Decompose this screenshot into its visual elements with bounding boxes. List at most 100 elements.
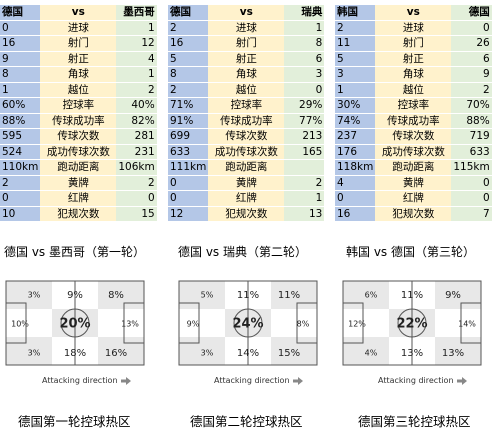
stat-cell: 165	[284, 144, 325, 160]
zone-value: 16%	[105, 348, 127, 359]
stat-row: 0 红牌 1	[168, 190, 325, 207]
pitch-heatmap: 5% 11% 11% 9% 24% 8% 3% 14% 15%	[178, 280, 318, 366]
stat-cell: 1	[335, 82, 376, 98]
zone-value: 8%	[108, 290, 124, 301]
stat-cell: 越位	[208, 82, 285, 98]
stat-cell: 0	[284, 82, 325, 98]
stat-cell: 犯规次数	[375, 206, 452, 222]
header-cell: vs	[208, 5, 285, 21]
zone-value: 12%	[348, 320, 366, 329]
stat-row: 9 射正 4	[0, 51, 157, 67]
stat-cell: 6	[284, 51, 325, 67]
stat-row: 91% 传球成功率 77%	[168, 113, 325, 129]
zone-value: 13%	[401, 348, 423, 359]
stats-table: 德国 vs 瑞典 2 进球 1 16 射门 8 5 射正 6 8 角球 3 2 越位 0 71% 控球率 29% 91% 传…	[168, 5, 325, 222]
stat-cell: 2	[168, 82, 209, 98]
left-box	[342, 302, 364, 344]
stat-cell: 30%	[335, 97, 376, 114]
stat-cell: 2	[451, 82, 492, 98]
zone-value: 24%	[232, 317, 263, 332]
header-cell: 德国	[451, 5, 492, 21]
stat-cell: 2	[116, 82, 157, 98]
arrow	[292, 376, 303, 385]
stat-row: 10 犯规次数 15	[0, 206, 157, 222]
header-row: 韩国 vs 德国	[335, 5, 492, 21]
stat-row: 16 射门 12	[0, 35, 157, 52]
stat-cell: 595	[0, 128, 41, 145]
table-caption: 韩国 vs 德国（第三轮）	[346, 245, 475, 259]
stat-cell: 犯规次数	[208, 206, 285, 222]
stat-cell: 跑动距离	[40, 159, 117, 176]
header-cell: 韩国	[335, 5, 376, 21]
header-cell: 墨西哥	[116, 5, 157, 21]
stat-cell: 4	[335, 175, 376, 191]
zone	[435, 309, 481, 337]
zone-value: 9%	[445, 290, 461, 301]
stat-cell: 2	[284, 175, 325, 191]
stat-cell: 进球	[375, 20, 452, 36]
stat-cell: 角球	[208, 66, 285, 83]
stat-cell: 传球成功率	[208, 113, 285, 129]
stat-cell: 2	[168, 20, 209, 36]
stat-cell: 犯规次数	[40, 206, 117, 222]
stats-table: 韩国 vs 德国 2 进球 0 11 射门 26 5 射正 6 3 角球 9 1 越位 2 30% 控球率 70% 74%…	[335, 5, 492, 222]
stat-cell: 越位	[40, 82, 117, 98]
stat-row: 30% 控球率 70%	[335, 97, 492, 114]
table-caption: 德国 vs 墨西哥（第一轮）	[4, 245, 145, 259]
stat-cell: 176	[335, 144, 376, 160]
stat-cell: 成功传球次数	[208, 144, 285, 160]
stat-row: 71% 控球率 29%	[168, 97, 325, 114]
stat-row: 633 成功传球次数 165	[168, 144, 325, 160]
zone	[271, 309, 317, 337]
stat-row: 88% 传球成功率 82%	[0, 113, 157, 129]
stat-cell: 射正	[208, 51, 285, 67]
stat-cell: 16	[0, 35, 41, 52]
direction-label: Attacking direction	[378, 376, 467, 385]
centre-circle	[233, 308, 263, 338]
stat-cell: 红牌	[40, 190, 117, 207]
zone-value: 10%	[11, 320, 29, 329]
header-cell: vs	[40, 5, 117, 21]
stat-cell: 射门	[40, 35, 117, 52]
zone-value: 13%	[442, 348, 464, 359]
zone	[179, 309, 225, 337]
stat-cell: 74%	[335, 113, 376, 129]
zone	[271, 337, 317, 365]
heatmap-caption: 德国第二轮控球热区	[190, 414, 303, 429]
zone	[179, 281, 225, 309]
stat-cell: 3	[335, 66, 376, 83]
direction-text: Attacking direction	[214, 376, 290, 385]
zone	[343, 281, 389, 309]
stat-cell: 88%	[451, 113, 492, 129]
stat-row: 0 红牌 0	[0, 190, 157, 207]
stat-cell: 231	[116, 144, 157, 160]
stat-cell: 699	[168, 128, 209, 145]
right-box	[460, 302, 482, 344]
direction-text: Attacking direction	[378, 376, 454, 385]
stat-cell: 281	[116, 128, 157, 145]
stats-table: 德国 vs 墨西哥 0 进球 1 16 射门 12 9 射正 4 8 角球 1 1 越位 2 60% 控球率 40% 88…	[0, 5, 157, 222]
stat-cell: 黄牌	[40, 175, 117, 191]
stat-cell: 进球	[40, 20, 117, 36]
zone-value: 9%	[67, 290, 83, 301]
stat-cell: 4	[116, 51, 157, 67]
stat-cell: 射正	[40, 51, 117, 67]
stat-cell: 2	[116, 175, 157, 191]
header-cell: vs	[375, 5, 452, 21]
right-box	[123, 302, 145, 344]
stat-cell: 9	[0, 51, 41, 67]
direction-label: Attacking direction	[42, 376, 131, 385]
stat-cell: 29%	[284, 97, 325, 114]
zone	[271, 281, 317, 309]
zone-value: 14%	[458, 320, 476, 329]
stat-cell: 1	[116, 66, 157, 83]
stat-cell: 118km	[335, 159, 376, 176]
pitch-heatmap: 3% 9% 8% 10% 20% 13% 3% 18% 16%	[5, 280, 145, 366]
stat-cell: 射门	[375, 35, 452, 52]
direction-text: Attacking direction	[42, 376, 118, 385]
zone-value: 11%	[278, 290, 300, 301]
direction-arrow	[456, 376, 467, 385]
stat-cell: 719	[451, 128, 492, 145]
pitch: 6% 11% 9% 12% 22% 14% 4% 13% 13%	[342, 280, 482, 366]
